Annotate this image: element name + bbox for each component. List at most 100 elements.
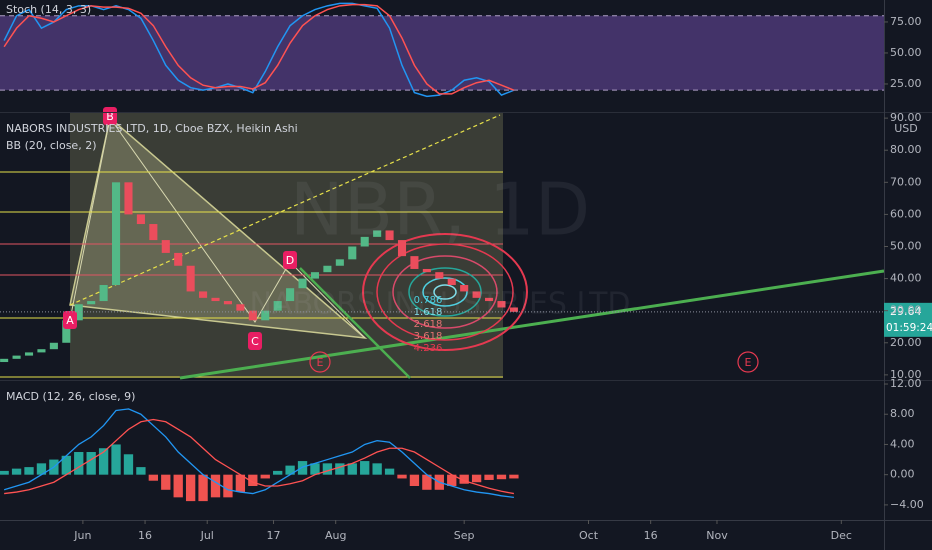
x-tick-label: 16 [138,529,152,542]
macd-histogram-bar [509,474,519,479]
candle [136,214,145,225]
last-price-badge [884,302,932,337]
macd-histogram-bar [335,463,345,475]
fib-label: 0.786 [414,295,443,306]
candle [422,268,431,273]
y-tick-label: 50.00 [890,240,922,253]
macd-histogram-bar [409,474,420,487]
candle [323,265,332,273]
macd-histogram-bar [86,452,96,475]
ellipse [408,267,482,317]
annotation-label: B [106,110,114,123]
dashed-trend [69,114,501,306]
ellipse [433,284,457,300]
y-tick-label: 8.00 [890,407,915,420]
annotation-label: D [286,254,294,267]
stoch-title: Stoch (14, 3, 3) [6,3,91,16]
annotation-label: A [66,314,74,327]
candle [37,349,46,353]
ellipse [392,255,498,329]
candle [112,182,121,286]
bb-title: BB (20, close, 2) [6,139,97,152]
annotation-badge [283,251,297,269]
candle [410,256,419,269]
macd-histogram-bar [447,474,457,487]
candle [286,288,295,302]
candle [174,252,183,266]
macd-histogram-bar [322,463,333,475]
macd-histogram-bar [24,467,34,475]
candle [12,355,21,359]
y-tick-label: 25.00 [890,77,922,90]
candle [298,278,307,289]
macd-histogram-bar [148,474,159,481]
candle [186,265,195,292]
symbol-title: NABORS INDUSTRIES LTD, 1D, Cboe BZX, Hei… [6,122,298,135]
annotation-badge [103,107,117,125]
candle [199,291,208,298]
macd-line [3,408,514,498]
candle [24,352,34,356]
candle [397,240,407,257]
candle [497,301,506,308]
macd-histogram-bar [260,474,270,479]
macd-histogram-bar [372,463,382,475]
macd-histogram-bar [360,461,370,475]
annotation-label: E [317,356,324,369]
macd-histogram-bar [210,474,221,498]
candle [49,342,58,350]
x-tick-label: 17 [267,529,281,542]
y-tick-label: 80.00 [890,143,922,156]
y-tick-label: 20.00 [890,336,922,349]
y-tick-label: 70.00 [890,175,922,188]
stoch-band [0,15,884,91]
signal-line [4,418,515,495]
candle [484,297,494,302]
green-line [299,267,411,379]
macd-histogram-bar [223,474,233,498]
macd-histogram-bar [248,474,258,487]
marks: NBR, 1D NABORS INDUSTRIES LTD A B C D E E 0.7861… [0,2,884,502]
macd-histogram-bar [0,470,9,475]
candle [472,291,481,298]
candle [435,272,444,279]
y-tick-label: 60.00 [890,207,922,220]
y-tick-label: 40.00 [890,272,922,285]
y-tick-label: 10.00 [890,368,922,381]
y-tick-label: 4.00 [890,437,915,450]
candle [87,301,96,305]
x-tick-label: Aug [325,529,346,542]
macd-histogram-bar [422,474,432,490]
currency: USD [894,122,918,135]
ellipse [376,243,514,341]
macd-histogram-bar [496,474,507,480]
candle [124,182,133,215]
candle [0,358,9,363]
macd-histogram-bar [198,474,208,502]
macd-histogram-bar [36,463,47,475]
candle [211,297,220,302]
y-tick-label: 75.00 [890,15,922,28]
candle [161,240,170,253]
candle [248,310,257,321]
macd-histogram-bar [384,468,395,475]
annotation-label: E [745,356,752,369]
y-tick-label: 30.00 [890,304,922,317]
macd-histogram-bar [285,465,295,475]
macd-histogram-bar [111,444,121,475]
macd-histogram-bar [310,463,320,475]
x-tick-label: Oct [579,529,599,542]
fib-label: 1.618 [414,307,443,318]
fib-circles [362,233,528,351]
watermark-sub: NABORS INDUSTRIES LTD [249,287,630,322]
candle [149,224,158,241]
macd-histogram-bar [98,448,109,475]
y-tick-label: −4.00 [890,498,924,511]
macd-histogram-bar [459,474,469,484]
ellipse [422,277,468,307]
annotation-badge [63,311,77,329]
drawings [0,113,885,380]
macd-histogram-bar [273,470,283,475]
candle [509,307,518,312]
